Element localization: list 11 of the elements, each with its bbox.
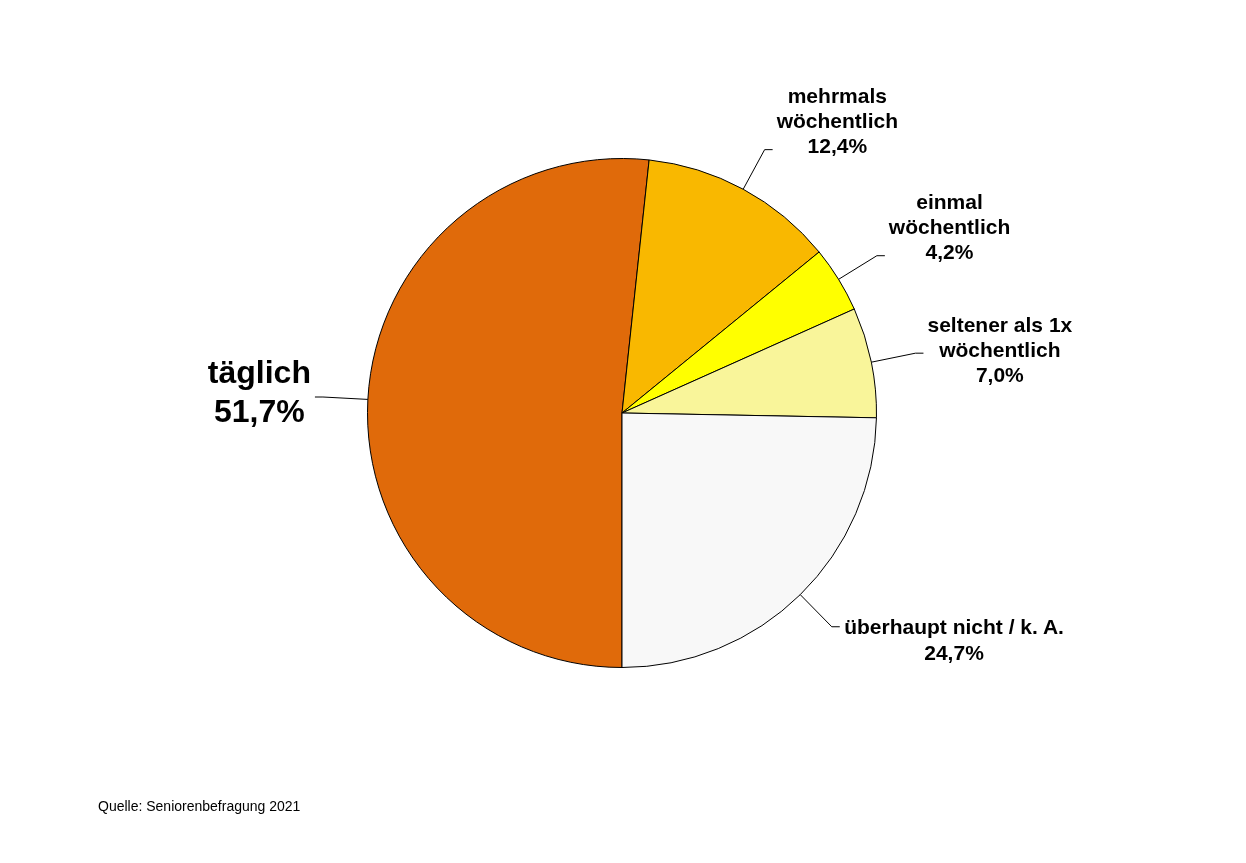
data-label: 51,7%: [214, 392, 305, 429]
slice-label: seltener als 1x wöchentlich: [927, 312, 1073, 361]
slice-label: überhaupt nicht / k. A.: [844, 615, 1064, 639]
data-label: 7,0%: [975, 363, 1025, 387]
data-label: 12,4%: [807, 134, 868, 158]
data-label: 4,2%: [925, 240, 974, 264]
slice-label: täglich: [207, 354, 311, 391]
data-label: 24,7%: [924, 640, 985, 664]
slice-label: mehrmals wöchentlich: [775, 83, 898, 133]
source-note: Quelle: Seniorenbefragung 2021: [98, 798, 302, 814]
slice-label: einmal wöchentlich: [887, 190, 1011, 239]
